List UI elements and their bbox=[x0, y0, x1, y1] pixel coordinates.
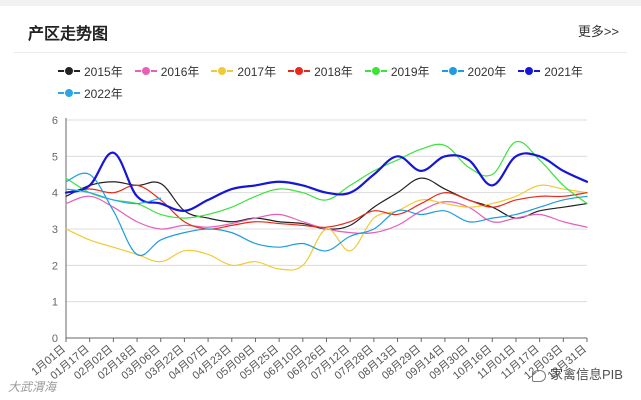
watermark-right: 家禽信息PIB bbox=[532, 364, 623, 383]
series-line-2022年 bbox=[65, 188, 162, 205]
series-line-2018年 bbox=[65, 184, 588, 230]
series-line-2015年 bbox=[65, 177, 588, 230]
series-line-2021年 bbox=[64, 151, 589, 212]
watermark-left: 大武渭海 bbox=[8, 380, 57, 394]
legend-item-2017年[interactable]: 2017年 bbox=[211, 64, 277, 79]
legend-label: 2015年 bbox=[84, 64, 123, 79]
wechat-icon bbox=[532, 369, 546, 382]
y-tick-label: 6 bbox=[52, 115, 58, 127]
y-tick-label: 1 bbox=[52, 297, 58, 309]
series-line-2017年 bbox=[65, 184, 588, 271]
legend-item-2015年[interactable]: 2015年 bbox=[58, 64, 123, 79]
chart-legend: 2015年 2016年 2017年 2018年 2019年 2020年 2021年 2022年 bbox=[58, 64, 618, 101]
y-tick-label: 5 bbox=[52, 151, 58, 163]
legend-item-2018年[interactable]: 2018年 bbox=[288, 64, 353, 79]
legend-marker bbox=[134, 65, 157, 77]
legend-item-2022年[interactable]: 2022年 bbox=[58, 86, 123, 101]
y-tick-label: 2 bbox=[52, 260, 58, 272]
legend-marker bbox=[58, 65, 80, 77]
legend-marker bbox=[211, 65, 234, 77]
legend-marker bbox=[518, 65, 541, 77]
y-tick-label: 4 bbox=[52, 188, 58, 200]
top-border bbox=[0, 0, 641, 6]
legend-item-2016年[interactable]: 2016年 bbox=[134, 64, 200, 79]
legend-label: 2016年 bbox=[160, 64, 200, 79]
more-link[interactable]: 更多>> bbox=[577, 24, 619, 39]
legend-marker bbox=[441, 65, 464, 77]
legend-label: 2021年 bbox=[544, 64, 583, 79]
y-tick-label: 0 bbox=[52, 333, 58, 345]
legend-item-2019年[interactable]: 2019年 bbox=[364, 64, 430, 79]
page-title: 产区走势图 bbox=[28, 26, 109, 43]
series-line-2020年 bbox=[65, 172, 588, 257]
series-line-2019年 bbox=[65, 140, 588, 219]
legend-label: 2018年 bbox=[314, 64, 353, 79]
header-divider bbox=[14, 52, 627, 53]
legend-label: 2017年 bbox=[237, 64, 277, 79]
y-tick-label: 3 bbox=[52, 224, 58, 236]
legend-label: 2019年 bbox=[390, 64, 430, 79]
legend-item-2020年[interactable]: 2020年 bbox=[441, 64, 507, 79]
legend-marker bbox=[288, 65, 311, 77]
legend-marker bbox=[58, 87, 80, 99]
legend-label: 2022年 bbox=[84, 86, 123, 101]
watermark-right-text: 家禽信息PIB bbox=[550, 367, 623, 382]
legend-item-2021年[interactable]: 2021年 bbox=[518, 64, 583, 79]
legend-label: 2020年 bbox=[467, 64, 507, 79]
legend-marker bbox=[364, 65, 387, 77]
